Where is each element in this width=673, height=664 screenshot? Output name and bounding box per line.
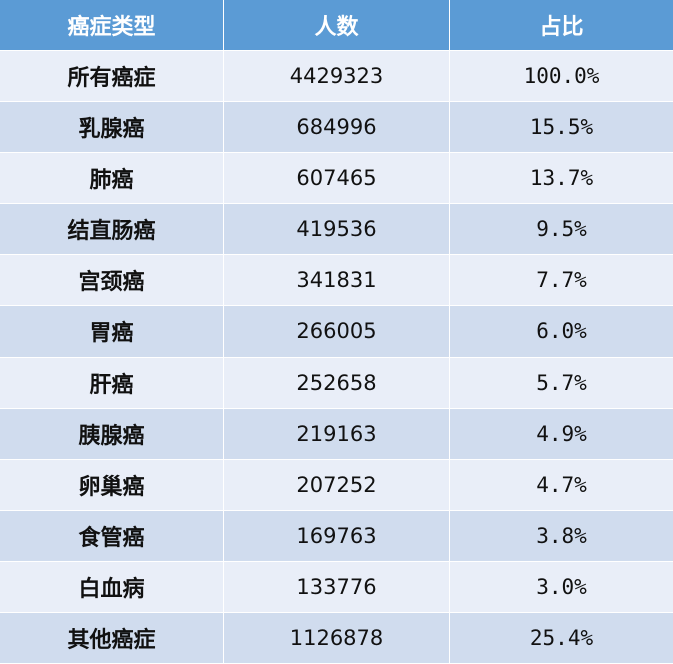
cell-count: 266005 xyxy=(224,306,450,358)
cell-type: 乳腺癌 xyxy=(0,102,224,154)
cell-type: 结直肠癌 xyxy=(0,204,224,256)
cell-share: 100.0% xyxy=(450,51,673,103)
cell-count: 607465 xyxy=(224,153,450,205)
cell-share: 13.7% xyxy=(450,153,673,205)
cell-type: 胰腺癌 xyxy=(0,408,224,460)
cell-share: 15.5% xyxy=(450,102,673,154)
cell-type: 白血病 xyxy=(0,561,224,613)
cell-type: 食管癌 xyxy=(0,510,224,562)
cell-count: 133776 xyxy=(224,561,450,613)
cell-type: 肺癌 xyxy=(0,153,224,205)
cell-type: 肝癌 xyxy=(0,357,224,409)
cell-type: 胃癌 xyxy=(0,306,224,358)
cell-count: 419536 xyxy=(224,204,450,256)
cell-share: 4.9% xyxy=(450,408,673,460)
cell-type: 其他癌症 xyxy=(0,612,224,664)
cell-share: 3.0% xyxy=(450,561,673,613)
cell-share: 9.5% xyxy=(450,204,673,256)
header-cancer-type: 癌症类型 xyxy=(0,0,224,52)
cell-type: 卵巢癌 xyxy=(0,459,224,511)
cell-count: 219163 xyxy=(224,408,450,460)
cell-share: 6.0% xyxy=(450,306,673,358)
cell-type: 宫颈癌 xyxy=(0,255,224,307)
cell-count: 207252 xyxy=(224,459,450,511)
cell-count: 341831 xyxy=(224,255,450,307)
cell-count: 4429323 xyxy=(224,51,450,103)
cell-share: 4.7% xyxy=(450,459,673,511)
cell-share: 25.4% xyxy=(450,612,673,664)
cell-share: 3.8% xyxy=(450,510,673,562)
cell-count: 684996 xyxy=(224,102,450,154)
header-count: 人数 xyxy=(224,0,450,52)
header-share: 占比 xyxy=(450,0,673,52)
cell-share: 5.7% xyxy=(450,357,673,409)
cell-share: 7.7% xyxy=(450,255,673,307)
cell-type: 所有癌症 xyxy=(0,51,224,103)
cell-count: 169763 xyxy=(224,510,450,562)
cell-count: 1126878 xyxy=(224,612,450,664)
cell-count: 252658 xyxy=(224,357,450,409)
